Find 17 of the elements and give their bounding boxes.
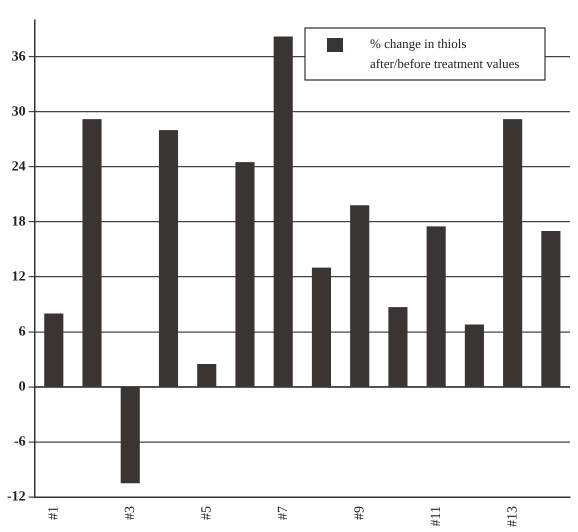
- x-tick-label: #5: [199, 506, 214, 520]
- y-tick-label: -12: [6, 490, 26, 505]
- x-tick-label: #11: [428, 506, 444, 526]
- x-tick-label: #1: [46, 506, 62, 520]
- y-tick-label: 30: [12, 104, 26, 120]
- y-tick-label: -6: [14, 434, 26, 450]
- x-tick-label: #9: [352, 506, 368, 520]
- y-tick-label: 24: [12, 159, 26, 174]
- x-tick-label: #13: [505, 506, 520, 527]
- y-tick-label: 36: [12, 49, 26, 64]
- y-tick-label: 18: [12, 214, 26, 230]
- x-tick-label: #7: [276, 506, 291, 520]
- y-tick-label: 6: [18, 324, 26, 340]
- x-tick-label: #3: [122, 506, 138, 520]
- y-tick-label: 0: [18, 380, 26, 395]
- y-tick-label: 12: [12, 269, 26, 284]
- legend-label: % change in thiols after/before treatment values: [370, 36, 520, 71]
